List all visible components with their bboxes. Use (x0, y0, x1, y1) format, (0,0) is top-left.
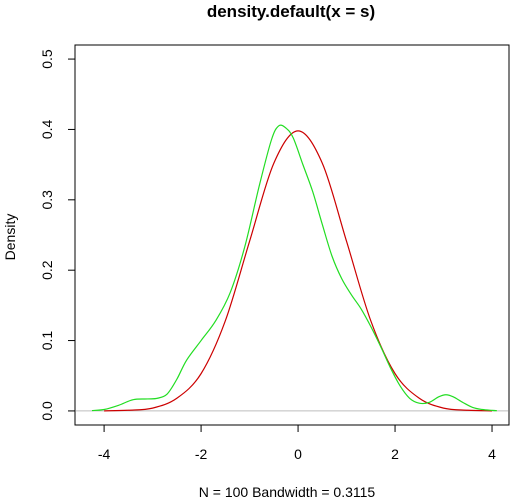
plot-frame (74, 44, 510, 426)
y-axis: 0.0 0.1 0.2 0.3 0.4 0.5 (39, 49, 76, 421)
y-tick-label: 0.5 (39, 49, 55, 69)
y-tick-label: 0.4 (39, 120, 55, 140)
x-tick-label: 2 (391, 446, 399, 462)
y-tick-label: 0.0 (39, 401, 55, 421)
x-axis: -4 -2 0 2 4 (98, 424, 496, 462)
y-tick-label: 0.1 (39, 331, 55, 351)
x-tick-label: -2 (195, 446, 208, 462)
y-tick-label: 0.2 (39, 260, 55, 280)
x-axis-label: N = 100 Bandwidth = 0.3115 (199, 484, 376, 500)
x-tick-label: 0 (294, 446, 302, 462)
red-density-line (104, 130, 493, 412)
density-lines (76, 124, 508, 412)
x-tick-label: 4 (488, 446, 496, 462)
chart-title: density.default(x = s) (207, 2, 375, 21)
x-tick-label: -4 (98, 446, 111, 462)
y-axis-label: Density (2, 214, 18, 261)
y-tick-label: 0.3 (39, 190, 55, 210)
green-density-line (91, 124, 497, 412)
